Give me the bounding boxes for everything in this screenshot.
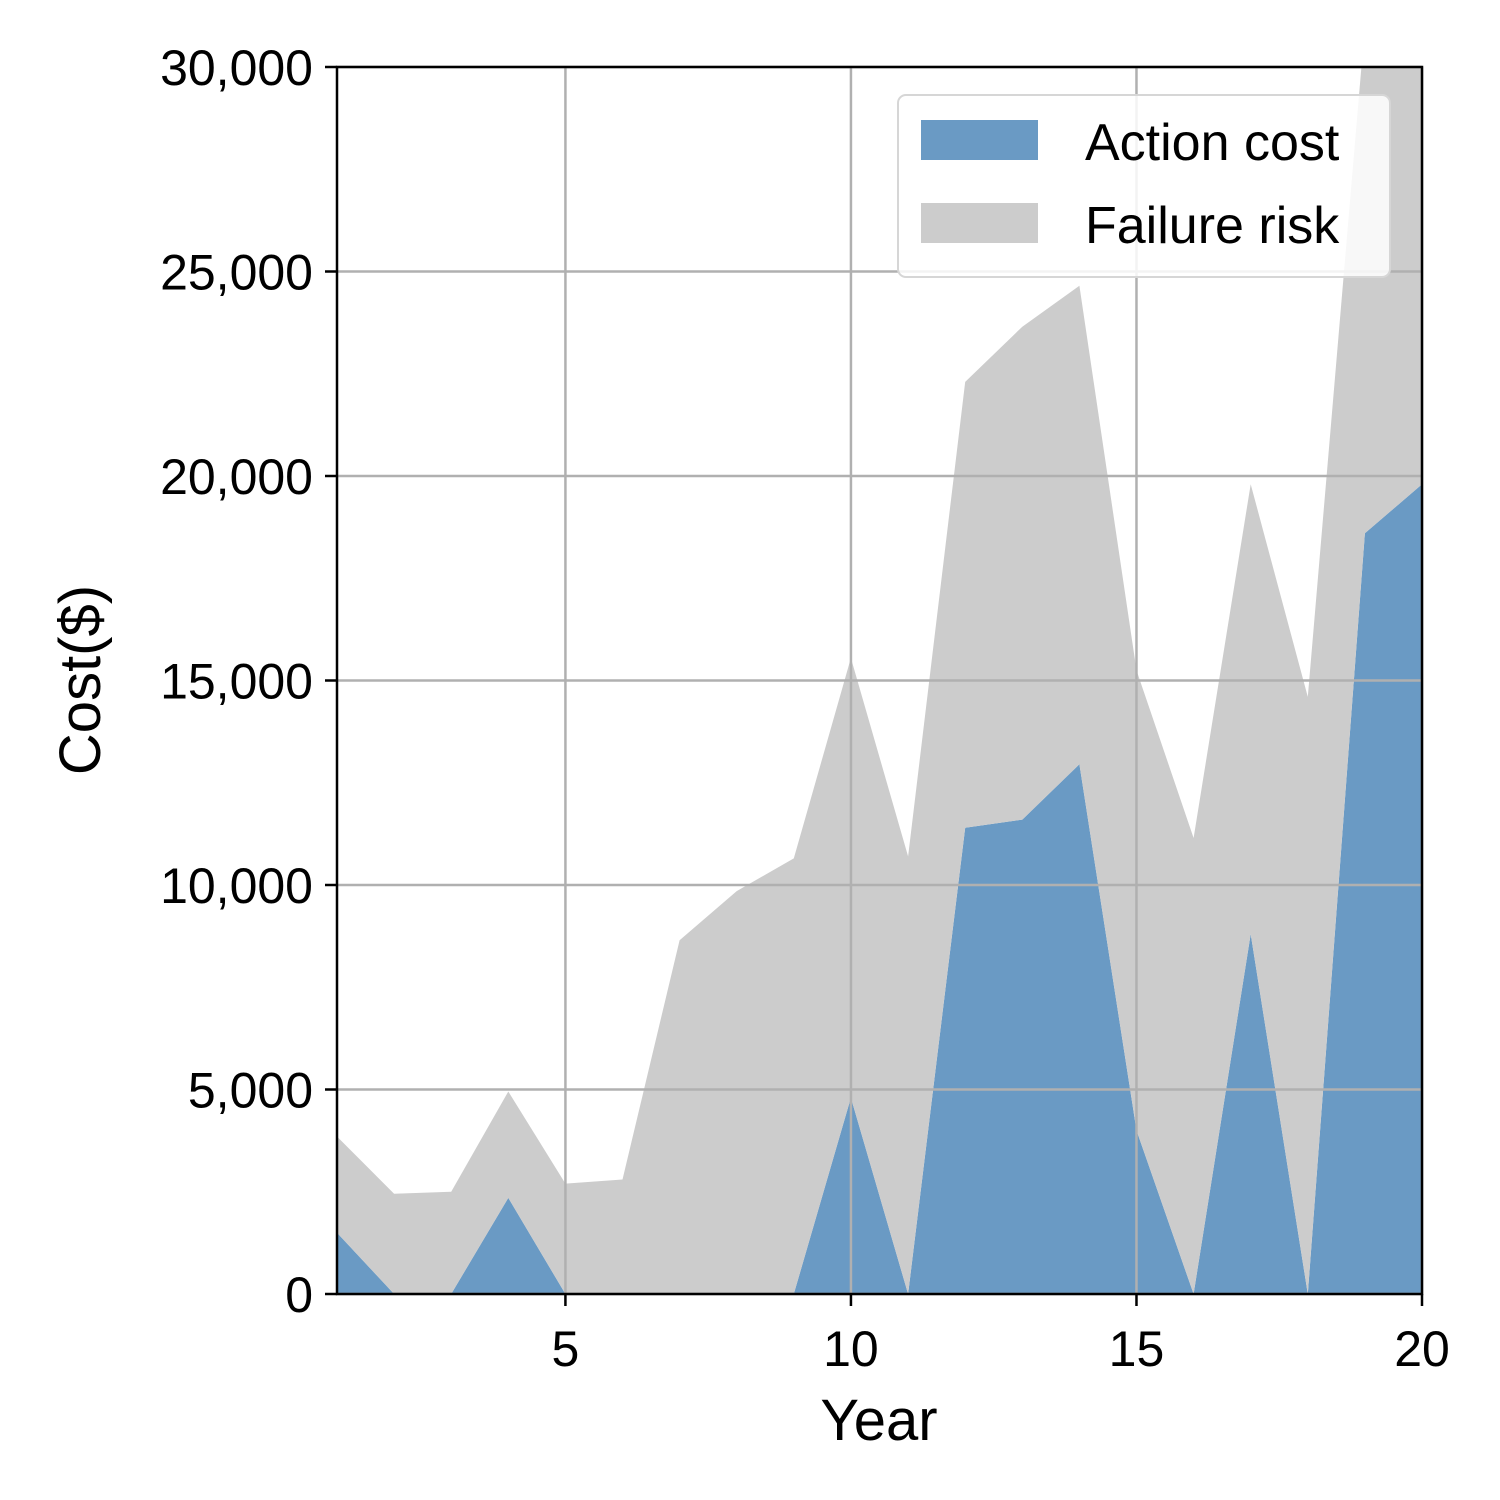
x-tick-label: 15	[1109, 1321, 1165, 1377]
x-tick-label: 10	[823, 1321, 879, 1377]
legend-label-failure-risk: Failure risk	[1085, 197, 1340, 255]
y-tick-label: 15,000	[160, 654, 313, 710]
legend: Action cost Failure risk	[897, 94, 1391, 278]
y-axis: 0 5,000 10,000 15,000 20,000 25,000 30,000	[160, 40, 337, 1323]
y-tick-label: 10,000	[160, 858, 313, 914]
legend-label-action-cost: Action cost	[1085, 114, 1340, 172]
x-axis-label: Year	[820, 1388, 937, 1453]
area-failure-risk	[337, 67, 1422, 1294]
y-axis-label: Cost($)	[48, 585, 113, 775]
legend-swatch-action-cost	[921, 120, 1038, 160]
y-tick-label: 30,000	[160, 40, 313, 96]
x-tick-label: 5	[552, 1321, 580, 1377]
area-layer	[337, 67, 1422, 1294]
x-tick-label: 20	[1394, 1321, 1450, 1377]
y-tick-label: 0	[285, 1267, 313, 1323]
y-tick-label: 25,000	[160, 245, 313, 301]
legend-swatch-failure-risk	[921, 203, 1038, 243]
y-tick-label: 5,000	[188, 1063, 313, 1119]
y-tick-label: 20,000	[160, 449, 313, 505]
x-axis: 5 10 15 20	[552, 1294, 1450, 1377]
